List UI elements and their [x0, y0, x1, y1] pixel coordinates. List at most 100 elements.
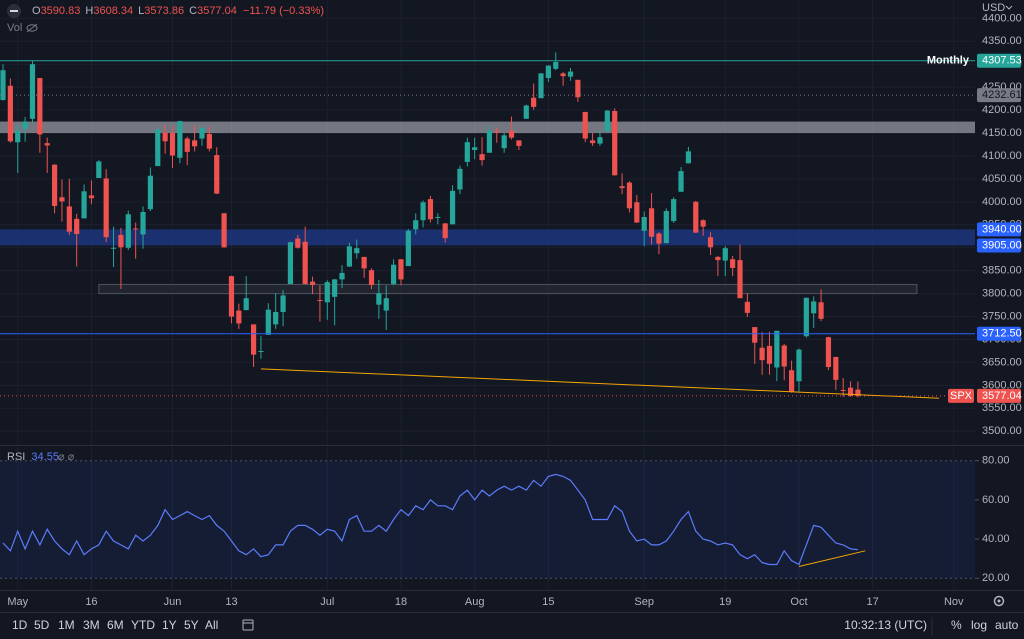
symbol-box [948, 388, 974, 403]
candle-body [236, 310, 242, 324]
candle-body [766, 345, 773, 364]
candle-body [612, 111, 618, 176]
rsi-tick-label: 60.00 [982, 494, 1010, 506]
range-button[interactable]: YTD [131, 618, 155, 632]
y-tick-label: 3600.00 [982, 379, 1022, 391]
candle-body [22, 121, 28, 129]
candle-body [825, 337, 832, 368]
ohlc-letter: O [32, 5, 41, 17]
candle-body [398, 259, 404, 280]
candle-body [678, 171, 684, 192]
price-line-box [977, 53, 1021, 68]
y-tick-label: 3750.00 [982, 310, 1022, 322]
x-tick-label: Nov [944, 596, 964, 608]
candle-body [177, 121, 183, 158]
candle-body [103, 178, 109, 238]
candle-body [59, 197, 65, 202]
candle-body [759, 347, 765, 361]
candle-body [155, 129, 161, 167]
candle-body [74, 218, 80, 234]
candle-body [840, 389, 846, 391]
y-tick-label: 3500.00 [982, 425, 1022, 437]
x-tick-label: 13 [225, 596, 237, 608]
visibility-icon[interactable] [26, 23, 38, 33]
y-tick-label: 4000.00 [982, 196, 1022, 208]
price-line-label: 4232.61 [982, 89, 1022, 101]
price-line-box [977, 88, 1021, 103]
currency[interactable]: USD [982, 2, 1005, 14]
candle-body [51, 164, 58, 206]
gear [993, 595, 1005, 607]
date-range-icon[interactable] [242, 619, 254, 631]
range-button[interactable]: All [205, 618, 218, 632]
y-tick-label: 4350.00 [982, 35, 1022, 47]
candle-body [472, 147, 478, 151]
range-button[interactable]: 1M [58, 618, 75, 632]
range-button[interactable]: 6M [107, 618, 124, 632]
range-button[interactable]: 1Y [162, 618, 177, 632]
candle-body [413, 220, 419, 230]
line-annotation: Monthly [927, 55, 970, 67]
ohlc-value: 3608.34 [93, 5, 133, 17]
candle-body [479, 154, 485, 161]
candle-body [295, 238, 301, 248]
candle-body [531, 97, 537, 107]
settings-icon[interactable] [993, 595, 1005, 607]
candle-body [516, 140, 522, 146]
x-tick-label: Jul [320, 596, 334, 608]
range-button[interactable]: 3M [83, 618, 100, 632]
candle-body [273, 311, 279, 325]
candle-body [354, 248, 360, 254]
range-button[interactable]: 5D [34, 618, 50, 632]
scale-option[interactable]: log [971, 618, 987, 632]
candle-body [125, 214, 131, 248]
candle-body [287, 242, 294, 284]
candle-body [250, 324, 257, 355]
candle-body [656, 233, 662, 244]
zone [0, 121, 975, 134]
candle-body [214, 155, 220, 194]
candle-body [752, 327, 758, 343]
rsi-pane-content [0, 460, 979, 579]
candle-body [722, 248, 728, 261]
candle-body [376, 293, 382, 305]
eye-strike [26, 23, 38, 33]
rsi-band [0, 460, 975, 579]
candle-body [405, 230, 411, 267]
x-tick-label: Jun [164, 596, 182, 608]
candle-body [811, 301, 817, 314]
candle-body [590, 140, 596, 144]
candle-body [553, 61, 559, 69]
candle-body [184, 138, 190, 152]
rsi-trend-line [798, 550, 866, 567]
scale-option[interactable]: % [951, 618, 962, 632]
symbol-icon-glyph [10, 10, 18, 12]
x-tick-label: Aug [465, 596, 485, 608]
candle-body [567, 71, 574, 77]
candle-body [206, 133, 212, 149]
candle-body [435, 216, 441, 218]
candle-body [169, 133, 176, 156]
rsi-settings-icons[interactable]: ⌀ ⌀ [58, 451, 75, 463]
scale-option[interactable]: auto [995, 618, 1019, 632]
symbol-label: SPX [950, 390, 973, 402]
candle-body [29, 64, 36, 119]
clock: 10:32:13 (UTC) [844, 618, 927, 632]
y-tick-label: 3550.00 [982, 402, 1022, 414]
candle-body [604, 110, 610, 132]
ohlc-value: 3590.83 [41, 5, 81, 17]
range-button[interactable]: 1D [12, 618, 28, 632]
candle-body [449, 190, 456, 225]
y-tick-label: 4200.00 [982, 104, 1022, 116]
candle-body [199, 127, 205, 139]
candle-body [265, 309, 271, 335]
eye [26, 24, 38, 32]
price-labels: 3905.00 3940.00 4307.53 4232.61 3712.50 SPX 35… [948, 53, 1022, 403]
candle-body [671, 199, 677, 222]
range-button[interactable]: 5Y [184, 618, 199, 632]
candle-body [162, 132, 168, 142]
candle-body [693, 201, 699, 233]
last-price-box [977, 388, 1021, 403]
x-tick-label: Oct [790, 596, 807, 608]
